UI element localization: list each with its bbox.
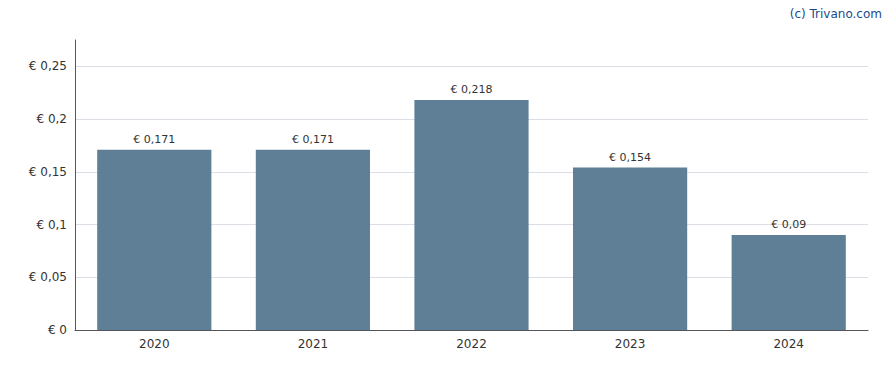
svg-text:€ 0,171: € 0,171 [133, 133, 175, 146]
svg-text:€ 0,2: € 0,2 [36, 112, 67, 126]
svg-text:€ 0,1: € 0,1 [36, 218, 67, 232]
svg-text:€ 0,09: € 0,09 [771, 218, 806, 231]
svg-text:€ 0: € 0 [48, 323, 67, 337]
svg-text:2022: 2022 [456, 337, 487, 351]
svg-text:2023: 2023 [615, 337, 646, 351]
svg-text:2024: 2024 [773, 337, 804, 351]
svg-text:2020: 2020 [139, 337, 170, 351]
svg-text:€ 0,15: € 0,15 [29, 165, 67, 179]
svg-text:2021: 2021 [298, 337, 329, 351]
svg-text:€ 0,218: € 0,218 [451, 83, 493, 96]
svg-text:€ 0,171: € 0,171 [292, 133, 334, 146]
svg-text:€ 0,25: € 0,25 [29, 59, 67, 73]
svg-text:€ 0,154: € 0,154 [609, 151, 651, 164]
svg-text:€ 0,05: € 0,05 [29, 270, 67, 284]
svg-text:(c) Trivano.com: (c) Trivano.com [790, 7, 882, 21]
